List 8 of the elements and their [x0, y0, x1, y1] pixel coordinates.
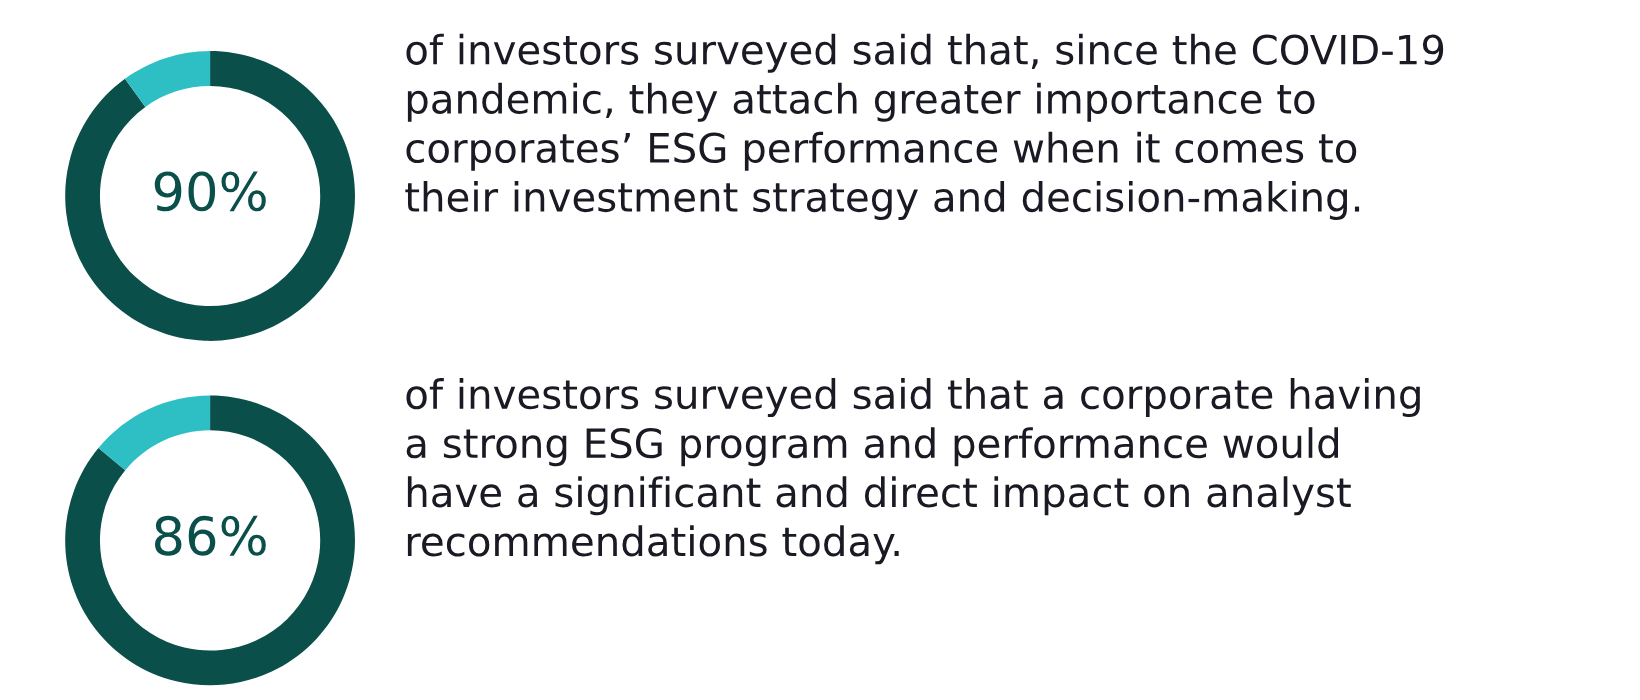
donut-slice	[124, 51, 211, 107]
text: of investors surveyed said that, since the COVID-19 pandemic, they attach greater importance to corporates’ ESG performance when it comes to their investment strategy and decision-making.	[405, 33, 1444, 220]
data-label: 86%	[155, 515, 266, 556]
text: of investors surveyed said that a corporate having a strong ESG program and performance would have a significant and direct impact on analyst recommendations today.	[406, 378, 1420, 565]
data-label: 90%	[154, 171, 266, 212]
donut-slice	[65, 51, 355, 341]
donut-slice	[65, 395, 355, 686]
donut-slice	[98, 395, 211, 471]
